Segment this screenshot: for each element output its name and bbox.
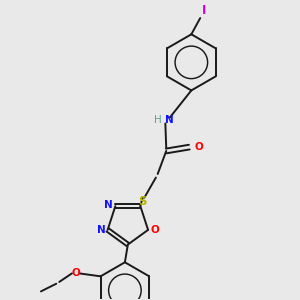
Text: N: N — [165, 115, 173, 125]
Text: O: O — [71, 268, 80, 278]
Text: I: I — [202, 4, 206, 17]
Text: S: S — [138, 195, 147, 208]
Text: O: O — [150, 225, 159, 235]
Text: N: N — [97, 225, 106, 235]
Text: N: N — [104, 200, 113, 210]
Text: H: H — [154, 115, 162, 125]
Text: O: O — [194, 142, 203, 152]
